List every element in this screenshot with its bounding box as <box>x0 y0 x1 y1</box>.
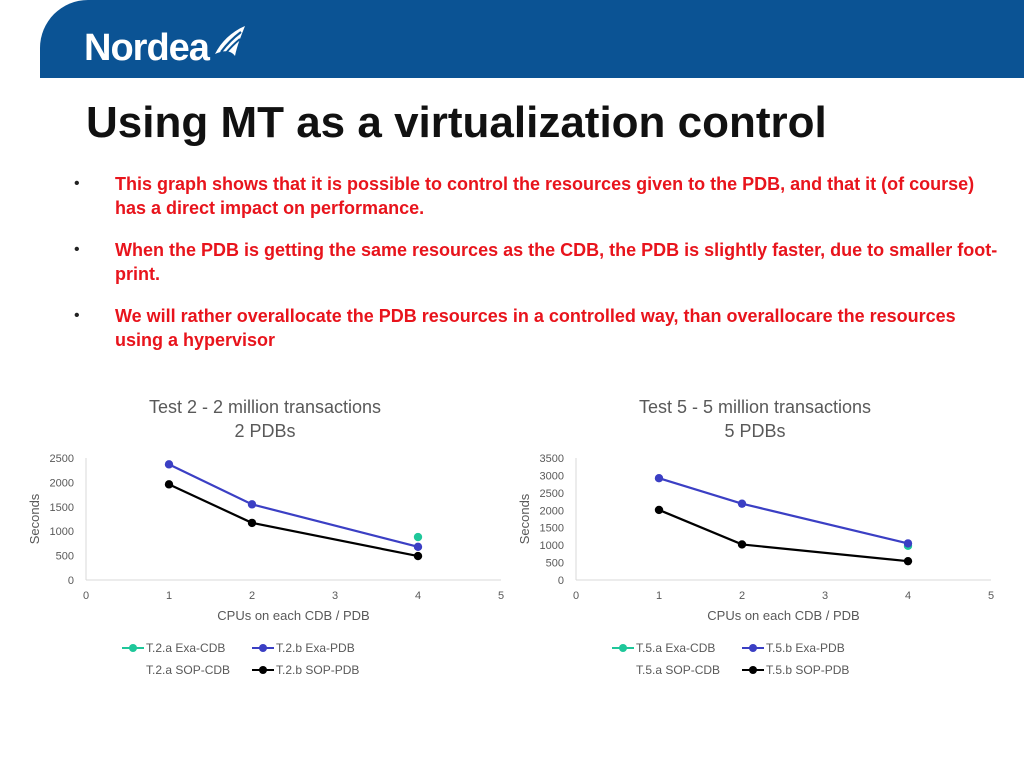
y-tick-label: 1500 <box>540 523 564 535</box>
legend-swatch-marker <box>749 644 757 652</box>
legend-swatch-marker <box>749 666 757 674</box>
bullet-text: We will rather overallocate the PDB reso… <box>115 306 956 350</box>
data-point <box>903 539 913 548</box>
data-point <box>247 500 257 509</box>
data-point <box>737 540 747 549</box>
x-tick-label: 1 <box>656 590 662 602</box>
y-tick-label: 0 <box>68 575 74 587</box>
data-point <box>654 505 664 515</box>
x-tick-label: 3 <box>822 590 828 602</box>
data-point <box>654 474 664 483</box>
chart-title: Test 2 - 2 million transactions <box>149 397 381 417</box>
legend-label: T.2.b SOP-PDB <box>276 663 359 677</box>
bullet-item: • This graph shows that it is possible t… <box>70 172 1000 220</box>
data-point <box>413 532 423 542</box>
bullet-item: • We will rather overallocate the PDB re… <box>70 304 1000 352</box>
legend-swatch-marker <box>619 644 627 652</box>
bullet-list: • This graph shows that it is possible t… <box>70 172 1000 370</box>
legend-label: T.5.b SOP-PDB <box>766 663 849 677</box>
x-tick-label: 4 <box>905 590 911 602</box>
bullet-text: When the PDB is getting the same resourc… <box>115 240 998 284</box>
bullet-marker: • <box>74 175 80 192</box>
legend-swatch-marker <box>129 644 137 652</box>
header-band <box>40 0 1024 78</box>
logo-text: Nordea <box>84 27 210 69</box>
chart-test-2: Test 2 - 2 million transactions 2 PDBs 0 50… <box>20 390 510 705</box>
y-axis-title: Seconds <box>517 493 532 544</box>
x-tick-label: 1 <box>166 590 172 602</box>
bullet-marker: • <box>74 241 80 258</box>
chart-title: Test 5 - 5 million transactions <box>639 397 871 417</box>
x-tick-label: 5 <box>988 590 994 602</box>
x-tick-label: 5 <box>498 590 504 602</box>
y-tick-label: 2500 <box>50 453 74 465</box>
nordea-logo: Nordea <box>84 26 249 69</box>
y-tick-label: 2000 <box>50 477 74 489</box>
y-tick-label: 2500 <box>540 488 564 500</box>
chart-test-5: Test 5 - 5 million transactions 5 PDBs 0 50… <box>510 390 1004 705</box>
slide-title: Using MT as a virtualization control <box>86 98 827 147</box>
data-point <box>737 499 747 508</box>
data-point <box>903 556 913 566</box>
legend-swatch-marker <box>259 666 267 674</box>
legend-label: T.2.b Exa-PDB <box>276 641 355 655</box>
x-tick-label: 0 <box>83 590 89 602</box>
bullet-item: • When the PDB is getting the same resou… <box>70 238 1000 286</box>
chart-title: 5 PDBs <box>724 421 785 441</box>
y-tick-label: 500 <box>56 551 74 563</box>
y-tick-label: 500 <box>546 558 564 570</box>
y-tick-label: 3000 <box>540 470 564 482</box>
y-axis-title: Seconds <box>27 493 42 544</box>
series-line <box>168 483 419 558</box>
data-point <box>247 518 257 528</box>
y-tick-label: 1500 <box>50 502 74 514</box>
legend-label: T.5.b Exa-PDB <box>766 641 845 655</box>
y-tick-label: 2000 <box>540 505 564 517</box>
x-tick-label: 3 <box>332 590 338 602</box>
series-line <box>658 477 909 545</box>
legend-swatch-marker <box>259 644 267 652</box>
data-point <box>164 460 174 469</box>
legend-label: T.5.a SOP-CDB <box>636 663 720 677</box>
legend-label: T.5.a Exa-CDB <box>636 641 715 655</box>
x-axis-title: CPUs on each CDB / PDB <box>217 608 369 623</box>
bullet-marker: • <box>74 307 80 324</box>
chart-title: 2 PDBs <box>234 421 295 441</box>
x-axis-title: CPUs on each CDB / PDB <box>707 608 859 623</box>
bullet-text: This graph shows that it is possible to … <box>115 174 975 218</box>
y-tick-label: 1000 <box>50 526 74 538</box>
legend-label: T.2.a SOP-CDB <box>146 663 230 677</box>
data-point <box>413 551 423 561</box>
series-line <box>168 463 419 548</box>
x-tick-label: 2 <box>249 590 255 602</box>
x-tick-label: 2 <box>739 590 745 602</box>
data-point <box>413 542 423 552</box>
y-tick-label: 3500 <box>540 453 564 465</box>
x-tick-label: 0 <box>573 590 579 602</box>
x-tick-label: 4 <box>415 590 421 602</box>
y-tick-label: 0 <box>558 575 564 587</box>
data-point <box>164 480 174 489</box>
sail-icon <box>214 26 245 56</box>
legend-label: T.2.a Exa-CDB <box>146 641 225 655</box>
y-tick-label: 1000 <box>540 540 564 552</box>
